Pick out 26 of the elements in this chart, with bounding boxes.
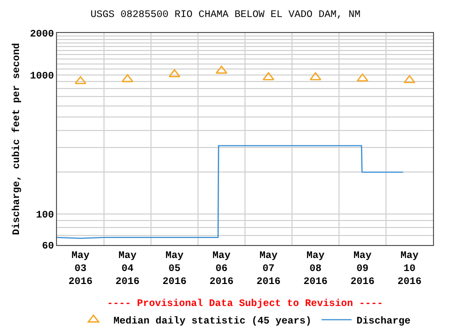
y-tick-label: 1000 [30, 71, 54, 82]
x-tick-label: May 03 2016 [68, 251, 93, 288]
x-tick-label: May 08 2016 [303, 251, 328, 288]
point [74, 76, 86, 84]
x-tick-label: May 05 2016 [162, 251, 187, 288]
x-tick-label: May 10 2016 [397, 251, 422, 288]
y-tick-label: 2000 [30, 30, 54, 40]
point [404, 75, 416, 84]
point [356, 74, 368, 82]
point [122, 74, 134, 82]
legend-label: Median daily statistic (45 years) [114, 316, 312, 328]
chart-title: USGS 08285500 RIO CHAMA BELOW EL VADO DAM, NM [90, 10, 361, 21]
y-tick-label: 60 [42, 242, 54, 252]
point [262, 72, 274, 80]
x-tick-label: May 09 2016 [350, 251, 375, 288]
legend-label: Discharge [356, 316, 411, 328]
point [310, 72, 322, 80]
point [168, 69, 180, 78]
point [216, 66, 228, 74]
y-axis-title: Discharge, cubic feet per second [10, 42, 23, 236]
text: ---- Provisional Data Subject to Revision ---- [107, 298, 384, 310]
x-tick-label: May 04 2016 [115, 251, 140, 288]
y-tick-label: 100 [36, 210, 54, 222]
x-tick-label: May 07 2016 [256, 251, 281, 288]
x-tick-label: May 06 2016 [209, 251, 234, 288]
line-series [57, 145, 404, 239]
